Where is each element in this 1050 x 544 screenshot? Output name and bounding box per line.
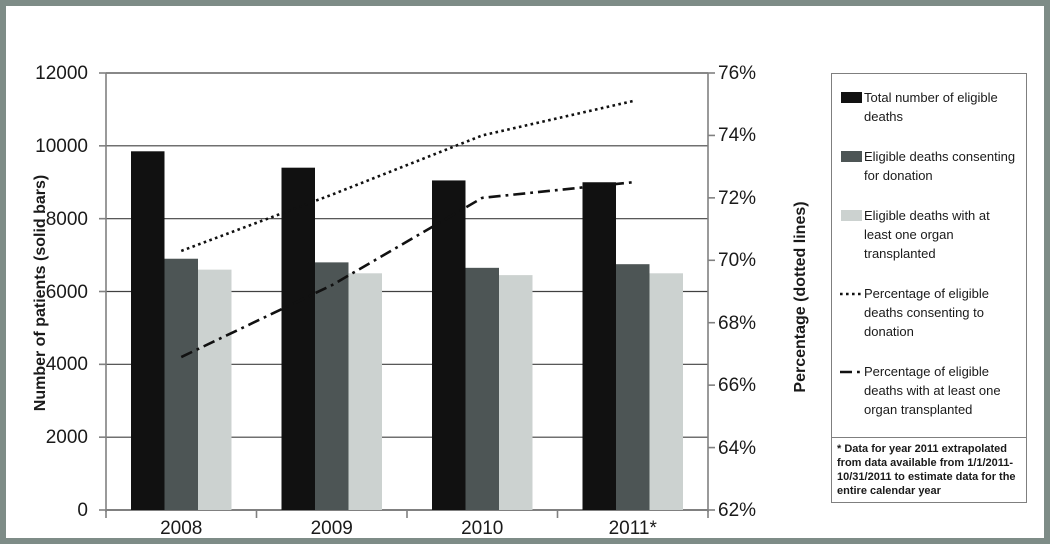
light-gray-bar-swatch-icon: [841, 210, 862, 221]
bar-2008-series1: [164, 258, 198, 510]
right-tick-label: 62%: [718, 500, 757, 521]
dotted-percentage-line: [180, 99, 634, 253]
right-axis-title: Percentage (dotted lines): [792, 201, 809, 393]
legend-item-label: Eligible deaths with at least one organ …: [864, 208, 990, 261]
right-tick-label: 76%: [718, 63, 757, 84]
legend-item-label: Percentage of eligible deaths with at le…: [864, 364, 1001, 417]
legend-item-label: Eligible deaths consenting for donation: [864, 149, 1016, 183]
left-tick-label: 4000: [45, 354, 88, 376]
x-category-label: 2010: [461, 518, 504, 539]
legend-item-transplanted-deaths: Eligible deaths with at least one organ …: [840, 206, 1018, 263]
legend-item-label: Total number of eligible deaths: [864, 90, 998, 124]
dotted-line-icon: [840, 292, 863, 296]
right-tick-label: 72%: [718, 187, 757, 209]
bar-2011-series0: [582, 182, 616, 510]
legend-item-transplant-percentage: Percentage of eligible deaths with at le…: [840, 362, 1018, 419]
right-tick-label: 68%: [718, 312, 757, 334]
bar-2011-series1: [616, 264, 650, 510]
bar-2009-series0: [281, 167, 315, 510]
left-tick-label: 6000: [45, 281, 88, 303]
plot-area: [99, 72, 715, 518]
bar-2011-series2: [649, 273, 683, 510]
right-tick-label: 66%: [718, 375, 757, 397]
legend-item-label: Percentage of eligible deaths consenting…: [864, 286, 990, 339]
left-tick-label: 10000: [35, 135, 88, 157]
x-category-label: 2008: [160, 518, 203, 539]
dark-gray-bar-swatch-icon: [841, 151, 862, 162]
right-tick-label: 70%: [718, 250, 757, 272]
bar-2010-series1: [465, 267, 499, 510]
x-category-label: 2011*: [608, 518, 657, 539]
bar-2010-series2: [499, 275, 533, 510]
right-tick-label: 74%: [718, 125, 757, 147]
legend-item-total-eligible-deaths: Total number of eligible deaths: [840, 88, 1018, 126]
black-bar-swatch-icon: [841, 92, 862, 103]
dash-dot-line-icon: [840, 370, 863, 374]
x-category-label: 2009: [310, 518, 353, 539]
left-tick-label: 0: [77, 500, 88, 521]
left-tick-label: 2000: [45, 427, 88, 449]
bar-2009-series2: [348, 273, 382, 510]
bar-2009-series1: [315, 262, 349, 510]
right-tick-label: 64%: [718, 437, 757, 459]
legend-item-consent-percentage: Percentage of eligible deaths consenting…: [840, 284, 1018, 341]
legend: Total number of eligible deaths Eligible…: [831, 73, 1027, 438]
bar-2008-series2: [198, 269, 232, 510]
dashdot-percentage-line: [180, 180, 633, 359]
bar-2010-series0: [432, 180, 466, 510]
legend-item-consenting-deaths: Eligible deaths consenting for donation: [840, 147, 1018, 185]
bar-2008-series0: [131, 151, 165, 510]
footnote: * Data for year 2011 extrapolated from d…: [831, 437, 1027, 503]
left-tick-label: 8000: [45, 208, 88, 230]
left-tick-label: 12000: [35, 63, 88, 84]
